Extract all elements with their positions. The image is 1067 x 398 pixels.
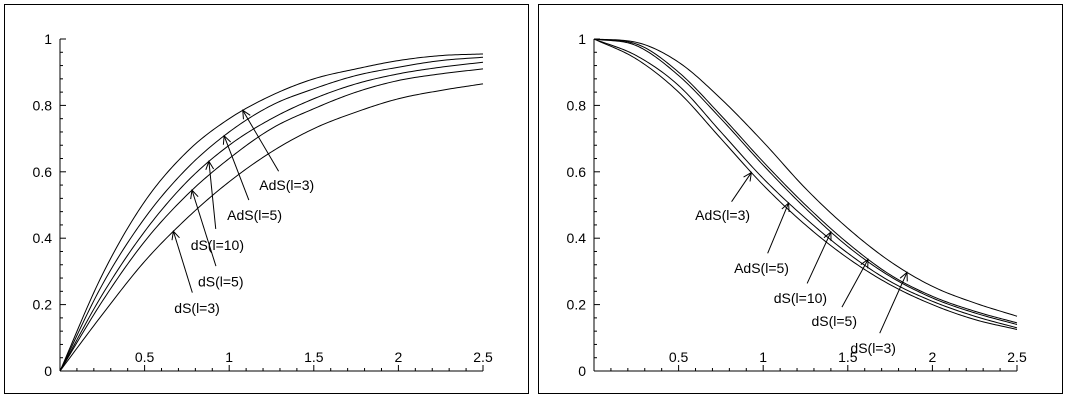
right-annotation-arrowhead	[781, 201, 790, 213]
right-series-line	[593, 38, 1018, 330]
right-annotation-label: dS(l=3)	[850, 340, 896, 356]
right-x-tick-label: 1	[759, 349, 767, 365]
left-y-tick-label: 0	[44, 363, 52, 379]
right-annotation-arrow	[767, 202, 790, 254]
right-annotation-arrow	[841, 259, 869, 308]
left-annotation-arrowhead	[205, 160, 215, 170]
right-annotation-label: dS(l=5)	[811, 313, 857, 329]
right-annotation-arrow	[806, 231, 832, 284]
right-x-tick-label: 0.5	[669, 349, 689, 365]
left-y-tick-label: 0.2	[33, 297, 53, 313]
right-series-line	[593, 38, 1018, 317]
left-y-tick-label: 0.4	[33, 230, 53, 246]
right-x-tick-label: 2	[929, 349, 937, 365]
left-y-tick-label: 1	[44, 31, 52, 47]
left-annotation-label: AdS(l=3)	[259, 177, 314, 193]
left-x-tick-label: 2	[395, 349, 403, 365]
left-x-tick-label: 1.5	[304, 349, 324, 365]
left-annotation-arrow	[208, 161, 217, 229]
right-y-tick-label: 1	[578, 31, 586, 47]
right-annotation-label: AdS(l=3)	[695, 207, 750, 223]
left-y-tick-label: 0.8	[33, 97, 53, 113]
right-annotation-arrowhead	[823, 231, 832, 242]
left-series-line	[59, 68, 484, 372]
right-annotation-arrowhead	[743, 171, 753, 182]
left-annotation-arrowhead	[242, 109, 251, 120]
left-annotation-label: dS(l=10)	[191, 237, 244, 253]
left-y-tick-label: 0.6	[33, 164, 53, 180]
right-y-tick-label: 0	[578, 363, 586, 379]
left-annotation-arrowhead	[171, 230, 180, 241]
right-y-tick-label: 0.4	[567, 230, 587, 246]
left-annotation-arrowhead	[222, 134, 232, 145]
left-series-line	[59, 61, 484, 372]
right-annotation-label: dS(l=10)	[774, 290, 827, 306]
left-annotation-arrow	[191, 190, 217, 267]
right-y-tick-label: 0.8	[567, 97, 587, 113]
left-annotation-arrow	[172, 231, 193, 293]
left-series-line	[59, 83, 484, 372]
right-annotation-label: AdS(l=5)	[734, 260, 789, 276]
left-x-tick-label: 0.5	[135, 349, 155, 365]
left-annotation-arrowhead	[190, 189, 199, 200]
right-annotation-arrowhead	[860, 258, 869, 269]
left-annotation-label: dS(l=3)	[174, 300, 220, 316]
left-annotation-label: AdS(l=5)	[227, 207, 282, 223]
chart-panel-left: 0.5 1 1.5 2 2.5 0 0.2 0.4 0.6 0.8 1 AdS(l=3) AdS(l=5…	[4, 4, 529, 394]
right-annotation-arrow	[731, 172, 752, 202]
right-annotation-arrow	[879, 272, 908, 334]
right-series-line	[593, 38, 1018, 324]
chart-right: 0.5 1 1.5 2 2.5 0 0.2 0.4 0.6 0.8 1 AdS(l=3) AdS(l=5…	[567, 31, 1027, 379]
right-series-line	[593, 38, 1018, 329]
left-annotation-label: dS(l=5)	[198, 273, 244, 289]
right-y-tick-label: 0.2	[567, 297, 587, 313]
left-series-line	[59, 56, 484, 372]
right-series-line	[593, 38, 1018, 326]
right-annotation-arrowhead	[899, 271, 908, 282]
left-annotation-arrow	[223, 135, 250, 201]
left-annotation-arrow	[242, 110, 280, 172]
right-x-tick-label: 2.5	[1007, 349, 1027, 365]
chart-left: 0.5 1 1.5 2 2.5 0 0.2 0.4 0.6 0.8 1 AdS(l=3) AdS(l=5…	[33, 31, 493, 379]
right-x-tick-label: 1.5	[838, 349, 858, 365]
left-series-line	[59, 53, 484, 372]
left-x-tick-label: 2.5	[473, 349, 493, 365]
left-x-tick-label: 1	[225, 349, 233, 365]
right-y-tick-label: 0.6	[567, 164, 587, 180]
chart-panel-right: 0.5 1 1.5 2 2.5 0 0.2 0.4 0.6 0.8 1 AdS(l=3) AdS(l=5…	[538, 4, 1063, 394]
